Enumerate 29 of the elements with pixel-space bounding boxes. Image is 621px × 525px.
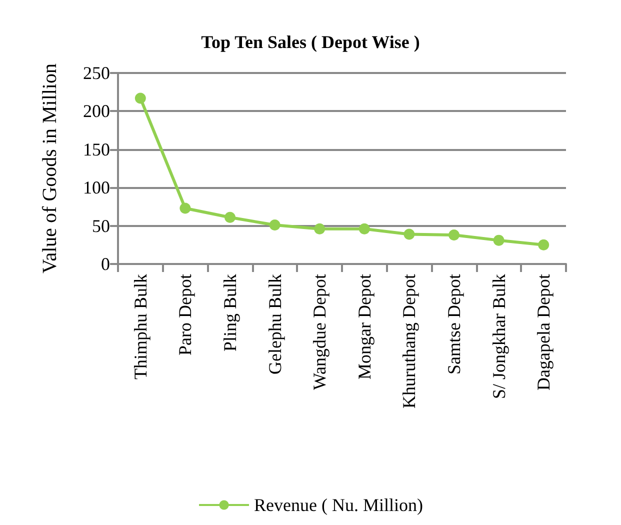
y-tick-label: 150 (83, 139, 110, 160)
x-tick-label: Pling Bulk (220, 274, 240, 352)
y-tick-label: 250 (83, 63, 110, 83)
x-tick-label: Khuruthang Depot (399, 274, 420, 408)
point (180, 202, 191, 214)
x-tick-label: S/ Jongkhar Bulk (488, 274, 509, 400)
y-tick-label: 0 (101, 254, 110, 274)
point (314, 223, 326, 234)
x-tick-label: Gelephu Bulk (264, 274, 285, 374)
legend-label: Revenue ( Nu. Million) (254, 495, 423, 515)
point (538, 239, 550, 250)
y-axis-title: Value of Goods in Million (39, 64, 61, 274)
x-tick-label: Thimphu Bulk (130, 274, 150, 380)
point (358, 223, 370, 234)
point (134, 92, 146, 104)
x-tick-label: Samtse Depot (444, 274, 464, 374)
point (404, 228, 415, 240)
point (224, 212, 236, 223)
x-tick-label: Mongar Depot (354, 274, 374, 380)
y-tick-label: 100 (83, 178, 110, 198)
y-tick-label: 200 (83, 101, 110, 122)
x-tick-label: Paro Depot (175, 274, 196, 356)
point (269, 220, 280, 231)
point (448, 229, 460, 240)
y-tick-label: 50 (92, 216, 110, 236)
x-tick-label: Wangdue Depot (310, 274, 330, 390)
point (493, 234, 504, 246)
x-tick-label: Dagapela Depot (534, 274, 554, 390)
chart-title: Top Ten Sales ( Depot Wise ) (201, 32, 420, 52)
